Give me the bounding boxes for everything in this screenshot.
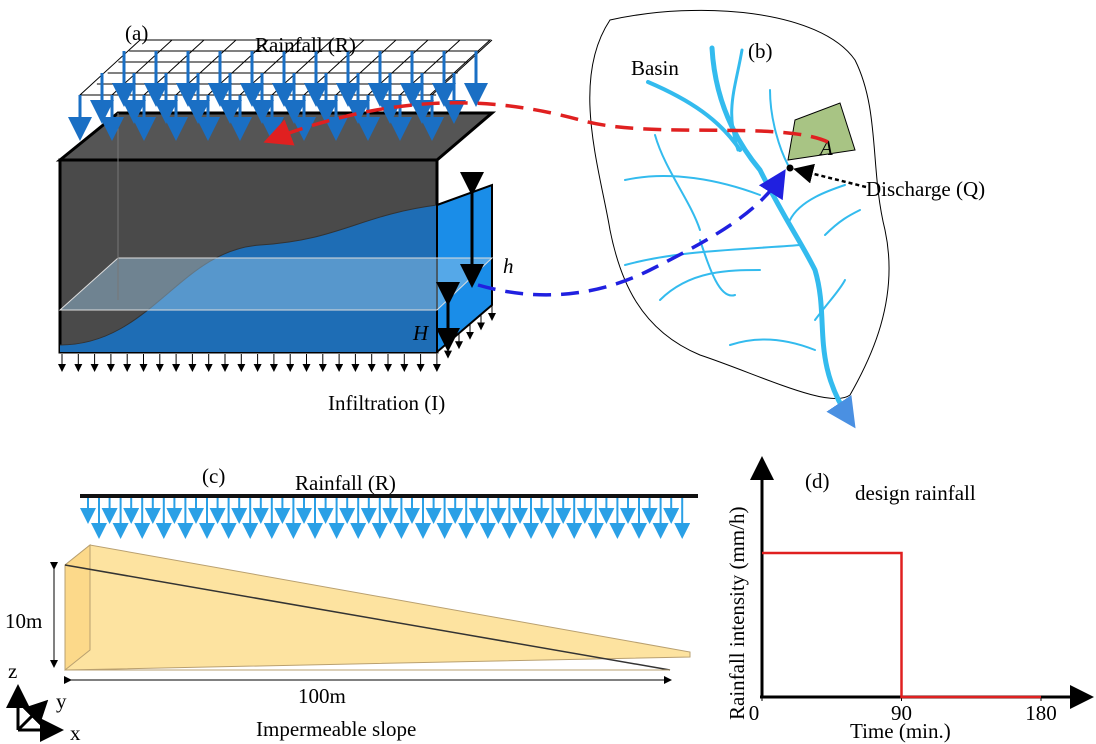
x-axis-label: Time (min.) [850, 719, 951, 743]
axis-x: x [70, 721, 81, 744]
infiltration-label: Infiltration (I) [328, 391, 445, 415]
y-axis-label: Rainfall intensity (mm/h) [725, 507, 749, 720]
panel-label: (a) [125, 21, 148, 45]
water-front [60, 205, 437, 352]
axes-triad [5, 684, 64, 742]
water-surface [59, 204, 438, 346]
basin-outline [589, 9, 890, 400]
x-tick-label: 90 [891, 701, 912, 725]
discharge-arrow [793, 163, 867, 189]
h-label: h [503, 254, 514, 278]
grid-line [399, 39, 461, 96]
slope-label: Impermeable slope [256, 717, 416, 741]
rain-arrows [80, 498, 691, 539]
panel-b: (b) Basin A Discharge (Q) [589, 9, 985, 429]
rainfall-label: Rainfall (R) [295, 471, 396, 495]
axis-z: z [8, 659, 17, 683]
panel-a: (a) Rainfall (R) Infiltration (I) h H [55, 21, 514, 415]
chart-title: design rainfall [855, 481, 976, 505]
link-blue [477, 169, 786, 297]
rainfall-label: Rainfall (R) [255, 33, 356, 57]
rain-arrows [68, 51, 488, 141]
slope-edge [64, 564, 671, 671]
length-label: 100m [298, 684, 346, 708]
panel-label: (c) [202, 464, 225, 488]
link-red [263, 101, 829, 146]
x-tick-label: 180 [1025, 701, 1057, 725]
outlet [786, 164, 794, 172]
panel-d: 0 90 180 (d) design rainfall Rainfall inte… [725, 456, 1094, 743]
base-plane [58, 257, 494, 311]
infiltration-arrows [58, 305, 496, 372]
rivers [624, 45, 861, 429]
x-tick-label: 0 [749, 701, 760, 725]
panel-c: (c) Rainfall (R) 10m 100m Impermeable sl… [5, 464, 698, 744]
grid-line [175, 39, 237, 96]
axis-y: y [56, 689, 67, 713]
slope-body [64, 544, 691, 671]
box-top [55, 111, 497, 162]
grid-line [143, 39, 205, 96]
grid-line [111, 39, 173, 96]
A-label: A [818, 136, 833, 160]
H-label: H [412, 321, 430, 345]
rain-beam [80, 494, 698, 498]
grid-line [431, 39, 493, 96]
discharge-label: Discharge (Q) [866, 177, 985, 201]
x-ticks: 0 90 180 [749, 697, 1057, 725]
basin-label: Basin [631, 56, 679, 80]
grid-line [367, 39, 429, 96]
rainfall-step [762, 551, 1041, 699]
slope-side [64, 543, 91, 672]
height-label: 10m [5, 609, 42, 633]
panel-label: (d) [805, 469, 830, 493]
panel-label: (b) [748, 39, 773, 63]
